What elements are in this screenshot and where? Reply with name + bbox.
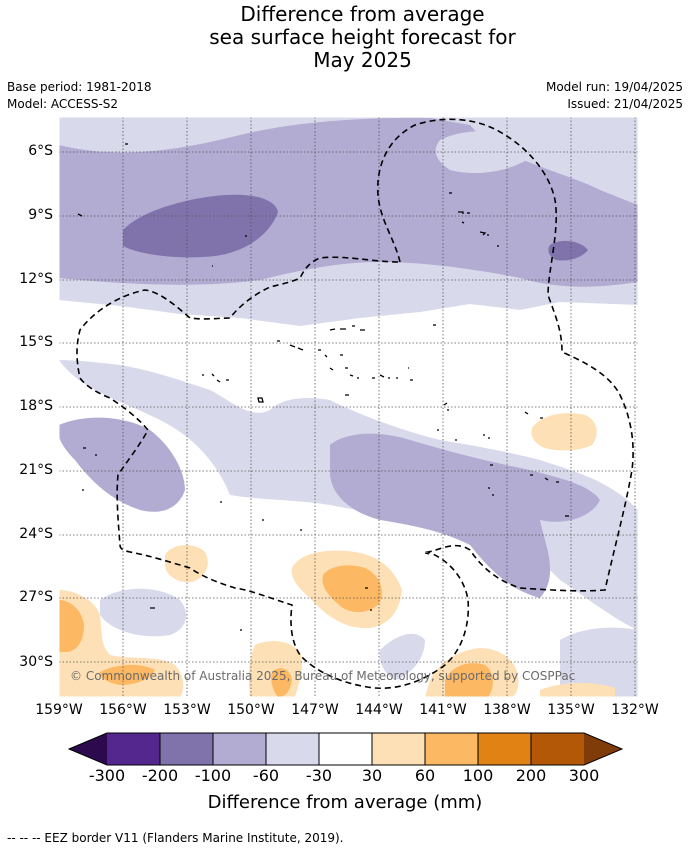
colorbar-title: Difference from average (mm) [207,792,483,813]
anomaly-patch-positive-medium-2 [322,565,382,613]
lat-label-21s: 21°S [19,462,53,478]
sea-surface-height-map [59,117,638,697]
anomaly-patch-south-light [379,633,425,680]
title-line-2: sea surface height forecast for [209,25,516,49]
colorbar-tick-label: -30 [305,766,333,785]
issued-date: Issued: 21/04/2025 [567,97,683,111]
colorbar [67,732,624,766]
colorbar-tick-label: 300 [568,766,600,785]
lon-label-156w: 156°W [99,702,147,718]
lon-label-135w: 135°W [547,702,595,718]
lon-label-159w: 159°W [35,702,83,718]
lat-label-24s: 24°S [19,526,53,542]
colorbar-bin-5 [319,733,372,765]
colorbar-bin-6 [372,733,425,765]
anomaly-patch-northeast-dark [548,240,588,261]
colorbar-tick-label: -60 [252,766,280,785]
colorbar-under-arrow [69,733,107,765]
lon-label-147w: 147°W [291,702,339,718]
colorbar-tick-label: -300 [88,766,126,785]
anomaly-patch-positive-medium-7 [445,663,493,697]
anomaly-patch-positive-medium-4 [59,600,84,652]
colorbar-bin-4 [266,733,319,765]
lon-label-150w: 150°W [227,702,275,718]
lon-label-153w: 153°W [163,702,211,718]
lat-label-27s: 27°S [19,589,53,605]
colorbar-tick-label: 200 [515,766,547,785]
anomaly-patch-positive-medium-6 [271,668,292,697]
lat-label-15s: 15°S [19,334,53,350]
lon-label-141w: 141°W [419,702,467,718]
base-period: Base period: 1981-2018 [7,80,152,94]
colorbar-outline [67,732,624,766]
lat-label-9s: 9°S [28,207,53,223]
anomaly-patch-west-medium [59,417,185,512]
eez-legend-note: -- -- -- EEZ border V11 (Flanders Marine… [7,831,344,845]
title-line-1: Difference from average [240,2,485,26]
colorbar-tick-label: -200 [141,766,179,785]
meta-right: Model run: 19/04/2025 Issued: 21/04/2025 [546,79,683,113]
colorbar-over-arrow [584,733,622,765]
graticule [59,117,638,697]
model-run: Model run: 19/04/2025 [545,80,683,94]
anomaly-band-north-dark [123,194,278,258]
colorbar-tick-label: 60 [414,766,436,785]
lat-label-18s: 18°S [19,398,53,414]
colorbar-bin-1 [107,733,160,765]
colorbar-bin-3 [213,733,266,765]
colorbar-bin-8 [478,733,531,765]
colorbar-bin-7 [425,733,478,765]
anomaly-patch-positive-medium-5 [100,664,155,685]
anomaly-patch-positive-light-8 [540,682,615,697]
eez-border [76,118,634,690]
title-line-3: May 2025 [313,48,412,72]
colorbar-tick-label: -100 [194,766,232,785]
copyright-notice: © Commonwealth of Australia 2025, Bureau… [70,669,576,683]
meta-left: Base period: 1981-2018 Model: ACCESS-S2 [7,79,152,113]
colorbar-bin-2 [160,733,213,765]
islands [77,143,569,631]
colorbar-tick-label: 100 [462,766,494,785]
lon-label-138w: 138°W [483,702,531,718]
lat-label-12s: 12°S [19,271,53,287]
colorbar-tick-label: 30 [361,766,383,785]
map-title: Difference from average sea surface heig… [0,3,690,72]
anomaly-patch-southwest-light [100,588,187,637]
model-name: Model: ACCESS-S2 [7,97,119,111]
lon-label-132w: 132°W [611,702,659,718]
anomaly-patch-north-light [435,131,540,174]
lat-label-30s: 30°S [19,654,53,670]
lon-label-144w: 144°W [355,702,403,718]
lat-label-6s: 6°S [28,143,53,159]
anomaly-patch-positive-light-3 [531,413,597,451]
colorbar-bin-9 [531,733,584,765]
colorbar-dividers [159,733,532,765]
